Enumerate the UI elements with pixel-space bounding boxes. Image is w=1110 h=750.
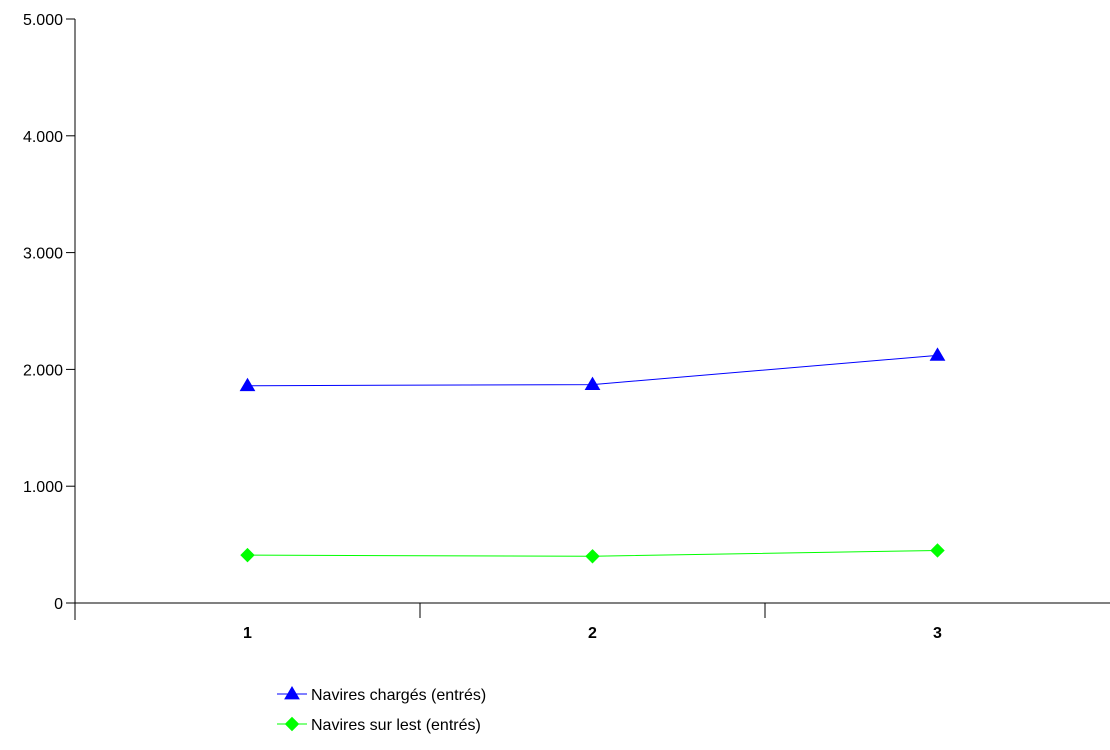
legend: Navires chargés (entrés) Navires sur lest… xyxy=(277,686,486,734)
x-tick-label: 3 xyxy=(933,625,942,642)
legend-item-1: Navires chargés (entrés) xyxy=(277,686,486,704)
axes: 0 1.000 2.000 3.000 4.000 5.000 1 2 3 xyxy=(23,12,1110,642)
series-1 xyxy=(239,347,946,392)
y-tick-label: 2.000 xyxy=(23,362,63,379)
series-layer xyxy=(239,347,946,564)
legend-label: Navires sur lest (entrés) xyxy=(311,717,481,734)
y-tick-label: 4.000 xyxy=(23,129,63,146)
legend-item-2: Navires sur lest (entrés) xyxy=(277,716,481,734)
y-tick-label: 0 xyxy=(54,596,63,613)
data-point xyxy=(240,547,255,563)
y-tick-label: 5.000 xyxy=(23,12,63,29)
y-tick-label: 1.000 xyxy=(23,479,63,496)
legend-marker xyxy=(284,716,300,732)
x-tick-label: 1 xyxy=(243,625,252,642)
x-tick-label: 2 xyxy=(588,625,597,642)
data-point xyxy=(584,376,601,390)
data-point xyxy=(929,347,946,361)
data-point xyxy=(930,543,945,558)
legend-marker xyxy=(284,686,300,700)
data-point xyxy=(239,377,256,392)
series-2 xyxy=(240,543,945,564)
y-tick-label: 3.000 xyxy=(23,246,63,263)
legend-label: Navires chargés (entrés) xyxy=(311,687,486,704)
data-point xyxy=(585,549,600,564)
